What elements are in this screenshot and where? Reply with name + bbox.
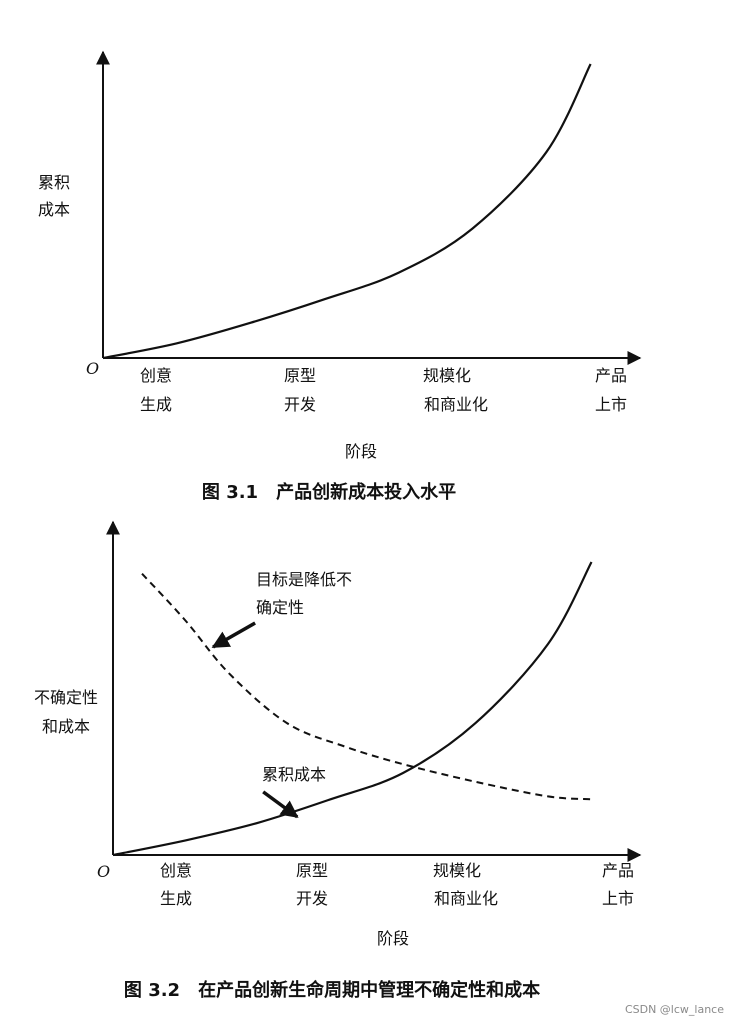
fig2-tick-label-3-line-2: 上市 [602, 889, 634, 908]
fig2-tick-label-0-line-1: 创意 [160, 861, 192, 880]
fig1-tick-label-0-line-2: 生成 [140, 395, 172, 414]
fig1-origin-label: O [86, 359, 99, 378]
fig2-tick-label-2-line-1: 规模化 [433, 861, 481, 880]
fig2-annotation-uncertainty-line-1: 目标是降低不 [256, 570, 352, 589]
fig2-annotation-cost-arrow [262, 790, 299, 819]
watermark: CSDN @lcw_lance [625, 1003, 724, 1016]
fig1-tick-label-1-line-1: 原型 [284, 366, 316, 385]
fig1-ylabel-line-2: 成本 [38, 200, 70, 219]
fig2-cumulative-cost-line [112, 561, 593, 857]
fig2-origin-label: O [97, 862, 110, 881]
fig2-annotation-uncertainty-line-2: 确定性 [256, 598, 304, 617]
fig2-tick-label-3-line-1: 产品 [602, 861, 634, 880]
fig2-tick-label-1-line-1: 原型 [296, 861, 328, 880]
fig2-tick-label-0-line-2: 生成 [160, 889, 192, 908]
fig1-ylabel-line-1: 累积 [38, 173, 70, 192]
fig2-tick-label-2-line-2: 和商业化 [434, 889, 498, 908]
fig1-tick-label-3-line-2: 上市 [595, 395, 627, 414]
fig1-tick-label-1-line-2: 开发 [284, 395, 316, 414]
chart-figure-3-1: 累积 成本 O 创意 生成 原型 开发 规模化 和商业化 产品 上市 阶段 图 … [38, 50, 642, 503]
fig1-tick-label-2-line-1: 规模化 [423, 366, 471, 385]
fig1-xlabel: 阶段 [345, 442, 377, 461]
fig2-ylabel-line-1: 不确定性 [34, 688, 98, 707]
fig1-tick-label-0-line-1: 创意 [140, 366, 172, 385]
fig1-tick-label-3-line-1: 产品 [595, 366, 627, 385]
fig2-annotation-cost-label: 累积成本 [262, 765, 326, 784]
fig2-annotation-uncertainty-arrow [211, 621, 256, 649]
fig1-tick-label-2-line-2: 和商业化 [424, 395, 488, 414]
fig1-cumulative-cost-line [102, 63, 592, 360]
fig2-xlabel: 阶段 [377, 929, 409, 948]
chart-figure-3-2: 不确定性 和成本 O 创意 生成 原型 开发 规模化 和商业化 产品 上市 阶段… [34, 520, 642, 1001]
fig2-ylabel-line-2: 和成本 [42, 717, 90, 736]
fig2-tick-label-1-line-2: 开发 [296, 889, 328, 908]
fig2-caption: 图 3.2 在产品创新生命周期中管理不确定性和成本 [124, 979, 540, 1001]
fig1-caption: 图 3.1 产品创新成本投入水平 [202, 481, 456, 503]
fig2-uncertainty-dashed-line [141, 573, 592, 801]
